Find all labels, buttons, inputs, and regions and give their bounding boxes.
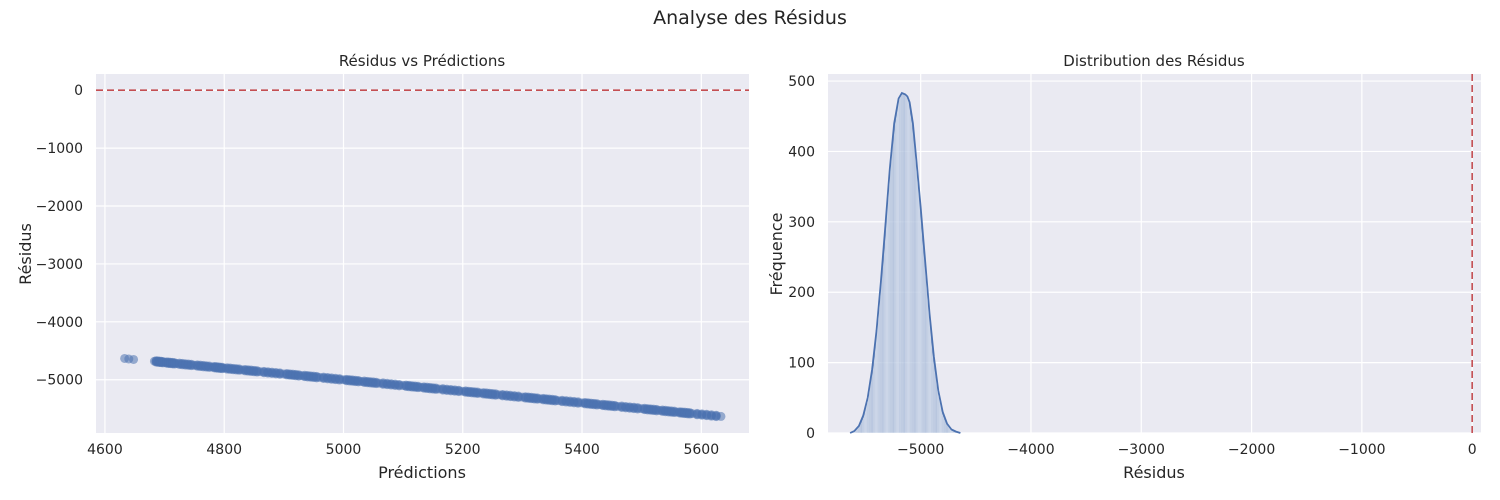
scatter-x-ticks: 4600 4800 5000 5200 5400 5600 bbox=[87, 442, 719, 458]
y-tick-label: −3000 bbox=[36, 257, 83, 273]
y-tick-label: 300 bbox=[788, 215, 815, 231]
y-tick-label: 0 bbox=[806, 426, 815, 442]
histogram-panel: −5000 −4000 −3000 −2000 −1000 0 0 100 200 300 400… bbox=[767, 52, 1481, 482]
x-tick-label: 0 bbox=[1468, 442, 1477, 458]
histogram-y-ticks: 0 100 200 300 400 500 bbox=[788, 74, 815, 442]
x-tick-label: 5200 bbox=[445, 442, 481, 458]
x-tick-label: 4800 bbox=[206, 442, 242, 458]
scatter-point bbox=[716, 411, 726, 421]
histogram-title: Distribution des Résidus bbox=[1063, 52, 1245, 70]
x-tick-label: −3000 bbox=[1118, 442, 1165, 458]
scatter-panel: 4600 4800 5000 5200 5400 5600 0 −1000 −2000 −300… bbox=[16, 52, 749, 482]
x-tick-label: 5400 bbox=[564, 442, 600, 458]
y-tick-label: 0 bbox=[74, 83, 83, 99]
figure-suptitle: Analyse des Résidus bbox=[653, 7, 847, 29]
y-tick-label: −1000 bbox=[36, 141, 83, 157]
scatter-y-ticks: 0 −1000 −2000 −3000 −4000 −5000 bbox=[36, 83, 83, 389]
histogram-bars bbox=[850, 93, 960, 434]
y-tick-label: 500 bbox=[788, 74, 815, 90]
x-tick-label: 5000 bbox=[326, 442, 362, 458]
x-tick-label: 5600 bbox=[683, 442, 719, 458]
x-tick-label: −1000 bbox=[1338, 442, 1385, 458]
scatter-x-axis-label: Prédictions bbox=[378, 463, 466, 482]
x-tick-label: −2000 bbox=[1228, 442, 1275, 458]
y-tick-label: 400 bbox=[788, 144, 815, 160]
histogram-y-axis-label: Fréquence bbox=[767, 212, 786, 295]
y-tick-label: −5000 bbox=[36, 373, 83, 389]
histogram-x-ticks: −5000 −4000 −3000 −2000 −1000 0 bbox=[897, 442, 1477, 458]
x-tick-label: 4600 bbox=[87, 442, 123, 458]
y-tick-label: −2000 bbox=[36, 199, 83, 215]
histogram-x-axis-label: Résidus bbox=[1123, 463, 1185, 482]
x-tick-label: −5000 bbox=[897, 442, 944, 458]
y-tick-label: 200 bbox=[788, 285, 815, 301]
scatter-point bbox=[129, 354, 139, 364]
scatter-points bbox=[120, 353, 726, 422]
scatter-plot-area bbox=[96, 74, 749, 433]
histogram-kde-curve bbox=[849, 91, 961, 434]
scatter-y-axis-label: Résidus bbox=[16, 223, 35, 285]
y-tick-label: −4000 bbox=[36, 315, 83, 331]
y-tick-label: 100 bbox=[788, 356, 815, 372]
x-tick-label: −4000 bbox=[1007, 442, 1054, 458]
scatter-title: Résidus vs Prédictions bbox=[339, 52, 506, 70]
